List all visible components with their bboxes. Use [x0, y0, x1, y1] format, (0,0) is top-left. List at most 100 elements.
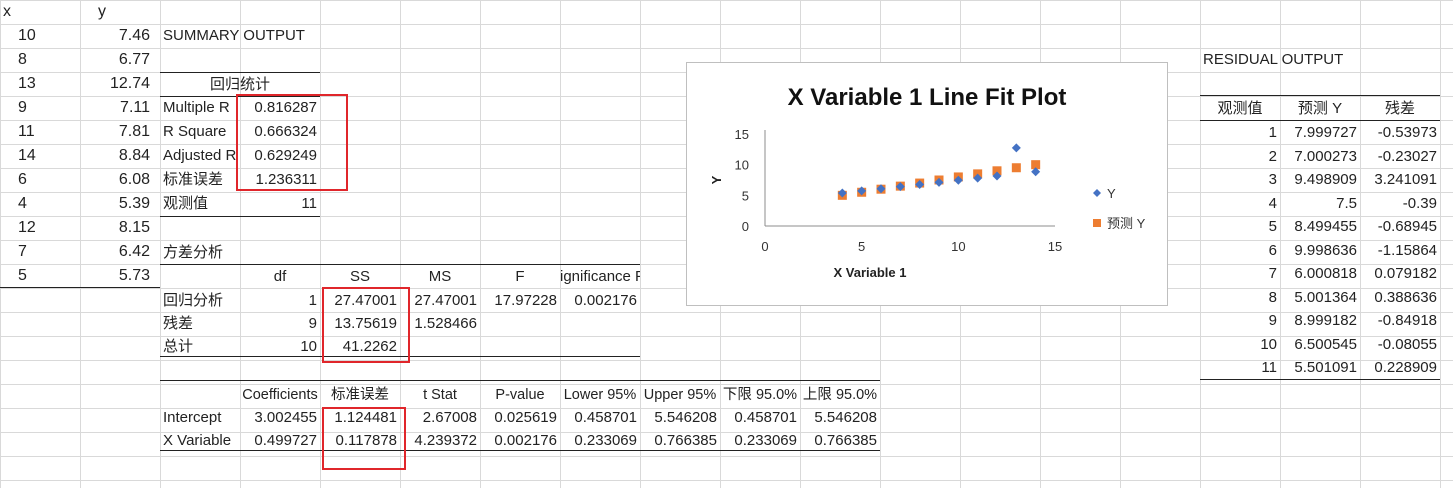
residual-value-cell[interactable]: 0.228909: [1374, 359, 1437, 376]
coef-value-cell[interactable]: 0.499727: [254, 432, 317, 449]
coef-value-cell[interactable]: 0.233069: [574, 432, 637, 449]
x-value-cell[interactable]: 9: [18, 99, 27, 116]
residual-value-cell[interactable]: -0.23027: [1377, 147, 1437, 165]
coef-value-cell[interactable]: 0.025619: [494, 409, 557, 426]
x-value-cell[interactable]: 11: [18, 123, 35, 140]
x-value-cell[interactable]: 13: [18, 75, 36, 92]
anova-header-cell[interactable]: F: [515, 268, 525, 285]
anova-value-cell[interactable]: 1.528466: [414, 315, 477, 332]
y-value-cell[interactable]: 7.46: [118, 27, 150, 44]
residual-pred-cell[interactable]: 9.498909: [1294, 171, 1357, 188]
residual-obs-cell[interactable]: 2: [1268, 147, 1277, 165]
x-value-cell[interactable]: 12: [18, 219, 36, 236]
anova-value-cell[interactable]: [560, 312, 640, 336]
anova-value-cell[interactable]: 1: [308, 292, 317, 309]
summary-title[interactable]: SUMMARY OUTPUT: [163, 27, 305, 44]
coef-header-cell[interactable]: Upper 95%: [643, 387, 717, 403]
coef-header-cell[interactable]: t Stat: [423, 387, 457, 403]
regstat-value-cell[interactable]: 0.816287: [254, 99, 317, 116]
line-fit-plot-chart[interactable]: X Variable 1 Line Fit Plot 0 5 10 15 0 5 10 15 X …: [686, 62, 1168, 306]
y-value-cell[interactable]: 7.81: [118, 123, 150, 140]
residual-pred-cell[interactable]: 7.000273: [1294, 147, 1357, 165]
residual-obs-cell[interactable]: 11: [1261, 359, 1277, 376]
coef-row-label[interactable]: Intercept: [163, 409, 222, 426]
anova-header-cell[interactable]: Significance F: [560, 268, 640, 285]
y-value-cell[interactable]: 7.11: [120, 99, 150, 116]
residual-value-cell[interactable]: 0.079182: [1374, 265, 1437, 282]
coef-value-cell[interactable]: 5.546208: [654, 409, 717, 426]
regstat-value-cell[interactable]: 11: [301, 195, 317, 212]
regstat-label-cell[interactable]: Multiple R: [163, 99, 230, 116]
coef-value-cell[interactable]: 0.002176: [494, 432, 557, 449]
coef-value-cell[interactable]: 3.002455: [254, 409, 317, 426]
coef-value-cell[interactable]: 0.233069: [734, 432, 797, 449]
regstat-label-cell[interactable]: Adjusted R: [163, 147, 237, 164]
residual-pred-cell[interactable]: 5.501091: [1294, 359, 1357, 376]
residual-value-cell[interactable]: -0.68945: [1377, 218, 1437, 235]
residual-pred-cell[interactable]: 7.999727: [1294, 124, 1357, 141]
residual-obs-cell[interactable]: 9: [1268, 312, 1277, 329]
regstat-value-cell[interactable]: 0.629249: [254, 147, 317, 164]
anova-value-cell[interactable]: 0.002176: [574, 292, 637, 309]
residual-pred-cell[interactable]: 8.999182: [1294, 312, 1357, 329]
y-value-cell[interactable]: 6.42: [118, 243, 150, 260]
anova-value-cell[interactable]: 27.47001: [414, 292, 477, 309]
anova-value-cell[interactable]: 9: [308, 315, 317, 332]
y-value-cell[interactable]: 6.08: [118, 171, 150, 188]
residual-value-cell[interactable]: 0.388636: [1374, 288, 1437, 306]
coef-value-cell[interactable]: 0.766385: [814, 432, 877, 449]
coef-row-label[interactable]: X Variable: [163, 432, 232, 449]
anova-header-cell[interactable]: MS: [428, 268, 452, 285]
x-value-cell[interactable]: 10: [18, 27, 36, 44]
coef-header-cell[interactable]: 标准误差: [331, 387, 389, 403]
x-value-cell[interactable]: 7: [18, 243, 27, 260]
residual-pred-cell[interactable]: 9.998636: [1294, 241, 1357, 259]
residual-value-cell[interactable]: -1.15864: [1377, 241, 1437, 259]
y-header[interactable]: y: [98, 3, 106, 20]
anova-value-cell[interactable]: 10: [300, 338, 317, 355]
residual-pred-cell[interactable]: 6.000818: [1294, 265, 1357, 282]
residual-value-cell[interactable]: -0.53973: [1377, 124, 1437, 141]
anova-value-cell[interactable]: 41.2262: [342, 338, 397, 355]
coef-value-cell[interactable]: 1.124481: [334, 409, 397, 426]
y-value-cell[interactable]: 12.74: [109, 75, 150, 92]
coef-header-cell[interactable]: P-value: [495, 387, 545, 403]
residual-pred-cell[interactable]: 8.499455: [1294, 218, 1357, 235]
x-value-cell[interactable]: 8: [18, 51, 27, 68]
regstat-label-cell[interactable]: R Square: [163, 123, 227, 140]
anova-value-cell[interactable]: [480, 312, 560, 336]
residual-value-cell[interactable]: -0.84918: [1377, 312, 1437, 329]
y-value-cell[interactable]: 6.77: [118, 51, 150, 68]
y-value-cell[interactable]: 8.15: [118, 219, 150, 236]
anova-value-cell[interactable]: 27.47001: [334, 292, 397, 309]
x-value-cell[interactable]: 5: [18, 267, 27, 284]
x-header[interactable]: x: [3, 3, 11, 20]
residual-obs-cell[interactable]: 10: [1260, 335, 1277, 353]
coef-value-cell[interactable]: 5.546208: [814, 409, 877, 426]
regstat-label-cell[interactable]: 标准误差: [163, 171, 224, 188]
anova-row-label[interactable]: 总计: [163, 338, 194, 355]
residual-pred-cell[interactable]: 5.001364: [1294, 288, 1357, 306]
residual-title[interactable]: RESIDUAL OUTPUT: [1203, 51, 1344, 68]
regstat-label-cell[interactable]: 观测值: [163, 195, 209, 212]
regstat-value-cell[interactable]: 1.236311: [255, 171, 317, 188]
residual-header-cell[interactable]: 观测值: [1217, 100, 1263, 117]
regstat-value-cell[interactable]: 0.666324: [254, 123, 317, 140]
residual-obs-cell[interactable]: 1: [1268, 124, 1277, 141]
coef-value-cell[interactable]: 0.766385: [654, 432, 717, 449]
residual-header-cell[interactable]: 预测 Y: [1297, 100, 1343, 117]
anova-row-label[interactable]: 回归分析: [163, 292, 224, 309]
residual-value-cell[interactable]: -0.39: [1402, 194, 1437, 212]
coef-value-cell[interactable]: 4.239372: [414, 432, 477, 449]
coef-header-cell[interactable]: Lower 95%: [563, 387, 637, 403]
regstat-header[interactable]: 回归统计: [209, 76, 270, 93]
residual-pred-cell[interactable]: 6.500545: [1294, 335, 1357, 353]
x-value-cell[interactable]: 14: [18, 147, 36, 164]
residual-obs-cell[interactable]: 4: [1268, 194, 1277, 212]
residual-pred-cell[interactable]: 7.5: [1336, 194, 1357, 212]
residual-header-cell[interactable]: 残差: [1384, 100, 1415, 117]
residual-obs-cell[interactable]: 3: [1268, 171, 1277, 188]
residual-obs-cell[interactable]: 5: [1268, 218, 1277, 235]
coef-value-cell[interactable]: 0.458701: [734, 409, 797, 426]
